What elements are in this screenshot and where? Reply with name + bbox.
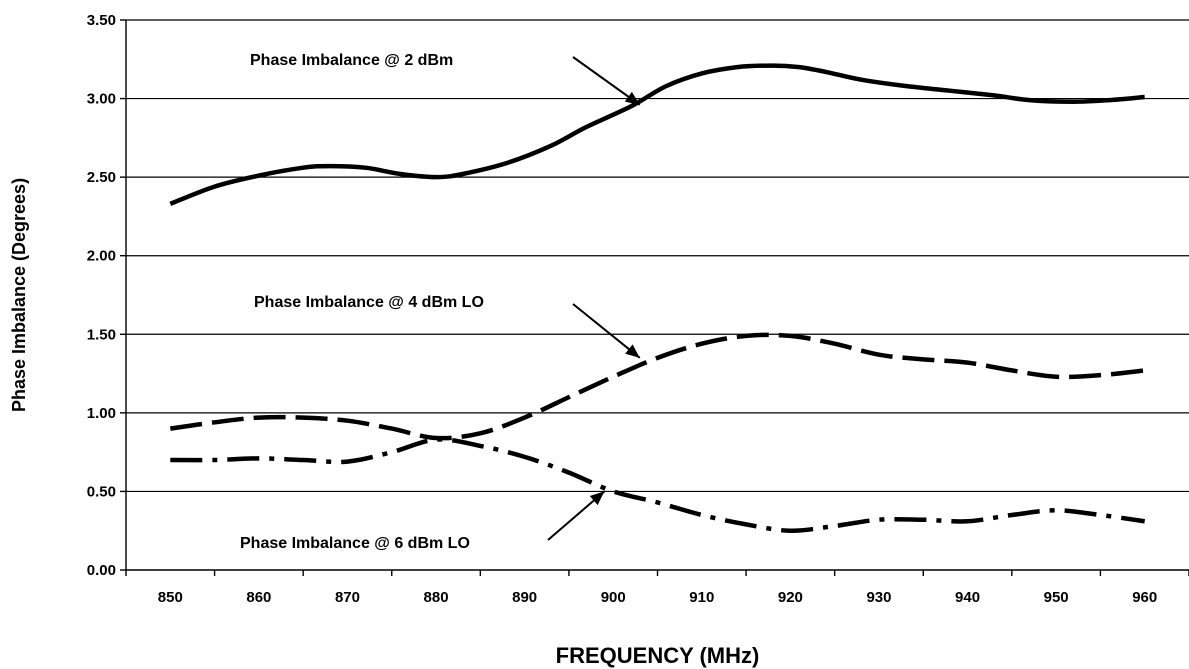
x-tick-labels: 850 860 870 880 890 900 910 920 930 940 950 960 — [125, 570, 1189, 606]
annotation-label-2: Phase Imbalance @ 4 dBm LO — [254, 294, 484, 311]
x-tick-label: 880 — [424, 589, 449, 606]
x-tick-label: 950 — [1044, 589, 1069, 606]
annotation-arrowhead-1 — [624, 91, 640, 105]
annotation-arrow-2 — [572, 303, 641, 359]
y-tick-label: 3.50 — [87, 12, 116, 29]
annotation-label-3: Phase Imbalance @ 6 dBm LO — [240, 535, 470, 552]
x-tick-label: 910 — [689, 589, 714, 606]
annotation-label-1: Phase Imbalance @ 2 dBm — [250, 52, 453, 69]
x-tick-label: 890 — [512, 589, 537, 606]
annotation-arrowhead-2 — [625, 344, 640, 358]
y-tick-label: 1.00 — [87, 405, 116, 422]
x-tick-label: 870 — [335, 589, 360, 606]
y-axis-title: Phase Imbalance (Degrees) — [9, 178, 29, 412]
series-lines — [169, 63, 1146, 533]
x-tick-label: 940 — [955, 589, 980, 606]
x-tick-label: 850 — [158, 589, 183, 606]
series-line-3 — [170, 437, 1146, 533]
y-tick-label: 2.50 — [87, 169, 116, 186]
x-tick-label: 930 — [866, 589, 891, 606]
series-line-2 — [169, 332, 1145, 441]
x-tick-label: 900 — [601, 589, 626, 606]
x-axis-title: FREQUENCY (MHz) — [556, 643, 760, 668]
x-tick-label: 960 — [1132, 589, 1157, 606]
series-line-1 — [169, 63, 1145, 206]
y-tick-label: 2.00 — [87, 248, 116, 265]
y-tick-label: 3.00 — [87, 91, 116, 108]
gridlines — [126, 19, 1189, 493]
annotations: Phase Imbalance @ 2 dBm Phase Imbalance @… — [240, 52, 641, 552]
y-tick-label: 0.00 — [87, 562, 116, 579]
y-tick-label: 1.50 — [87, 326, 116, 343]
y-tick-label: 0.50 — [87, 483, 116, 500]
annotation-arrowhead-3 — [589, 491, 605, 506]
x-tick-label: 860 — [246, 589, 271, 606]
y-tick-labels: 0.00 0.50 1.00 1.50 2.00 2.50 3.00 3.50 — [87, 12, 126, 579]
x-tick-label: 920 — [778, 589, 803, 606]
